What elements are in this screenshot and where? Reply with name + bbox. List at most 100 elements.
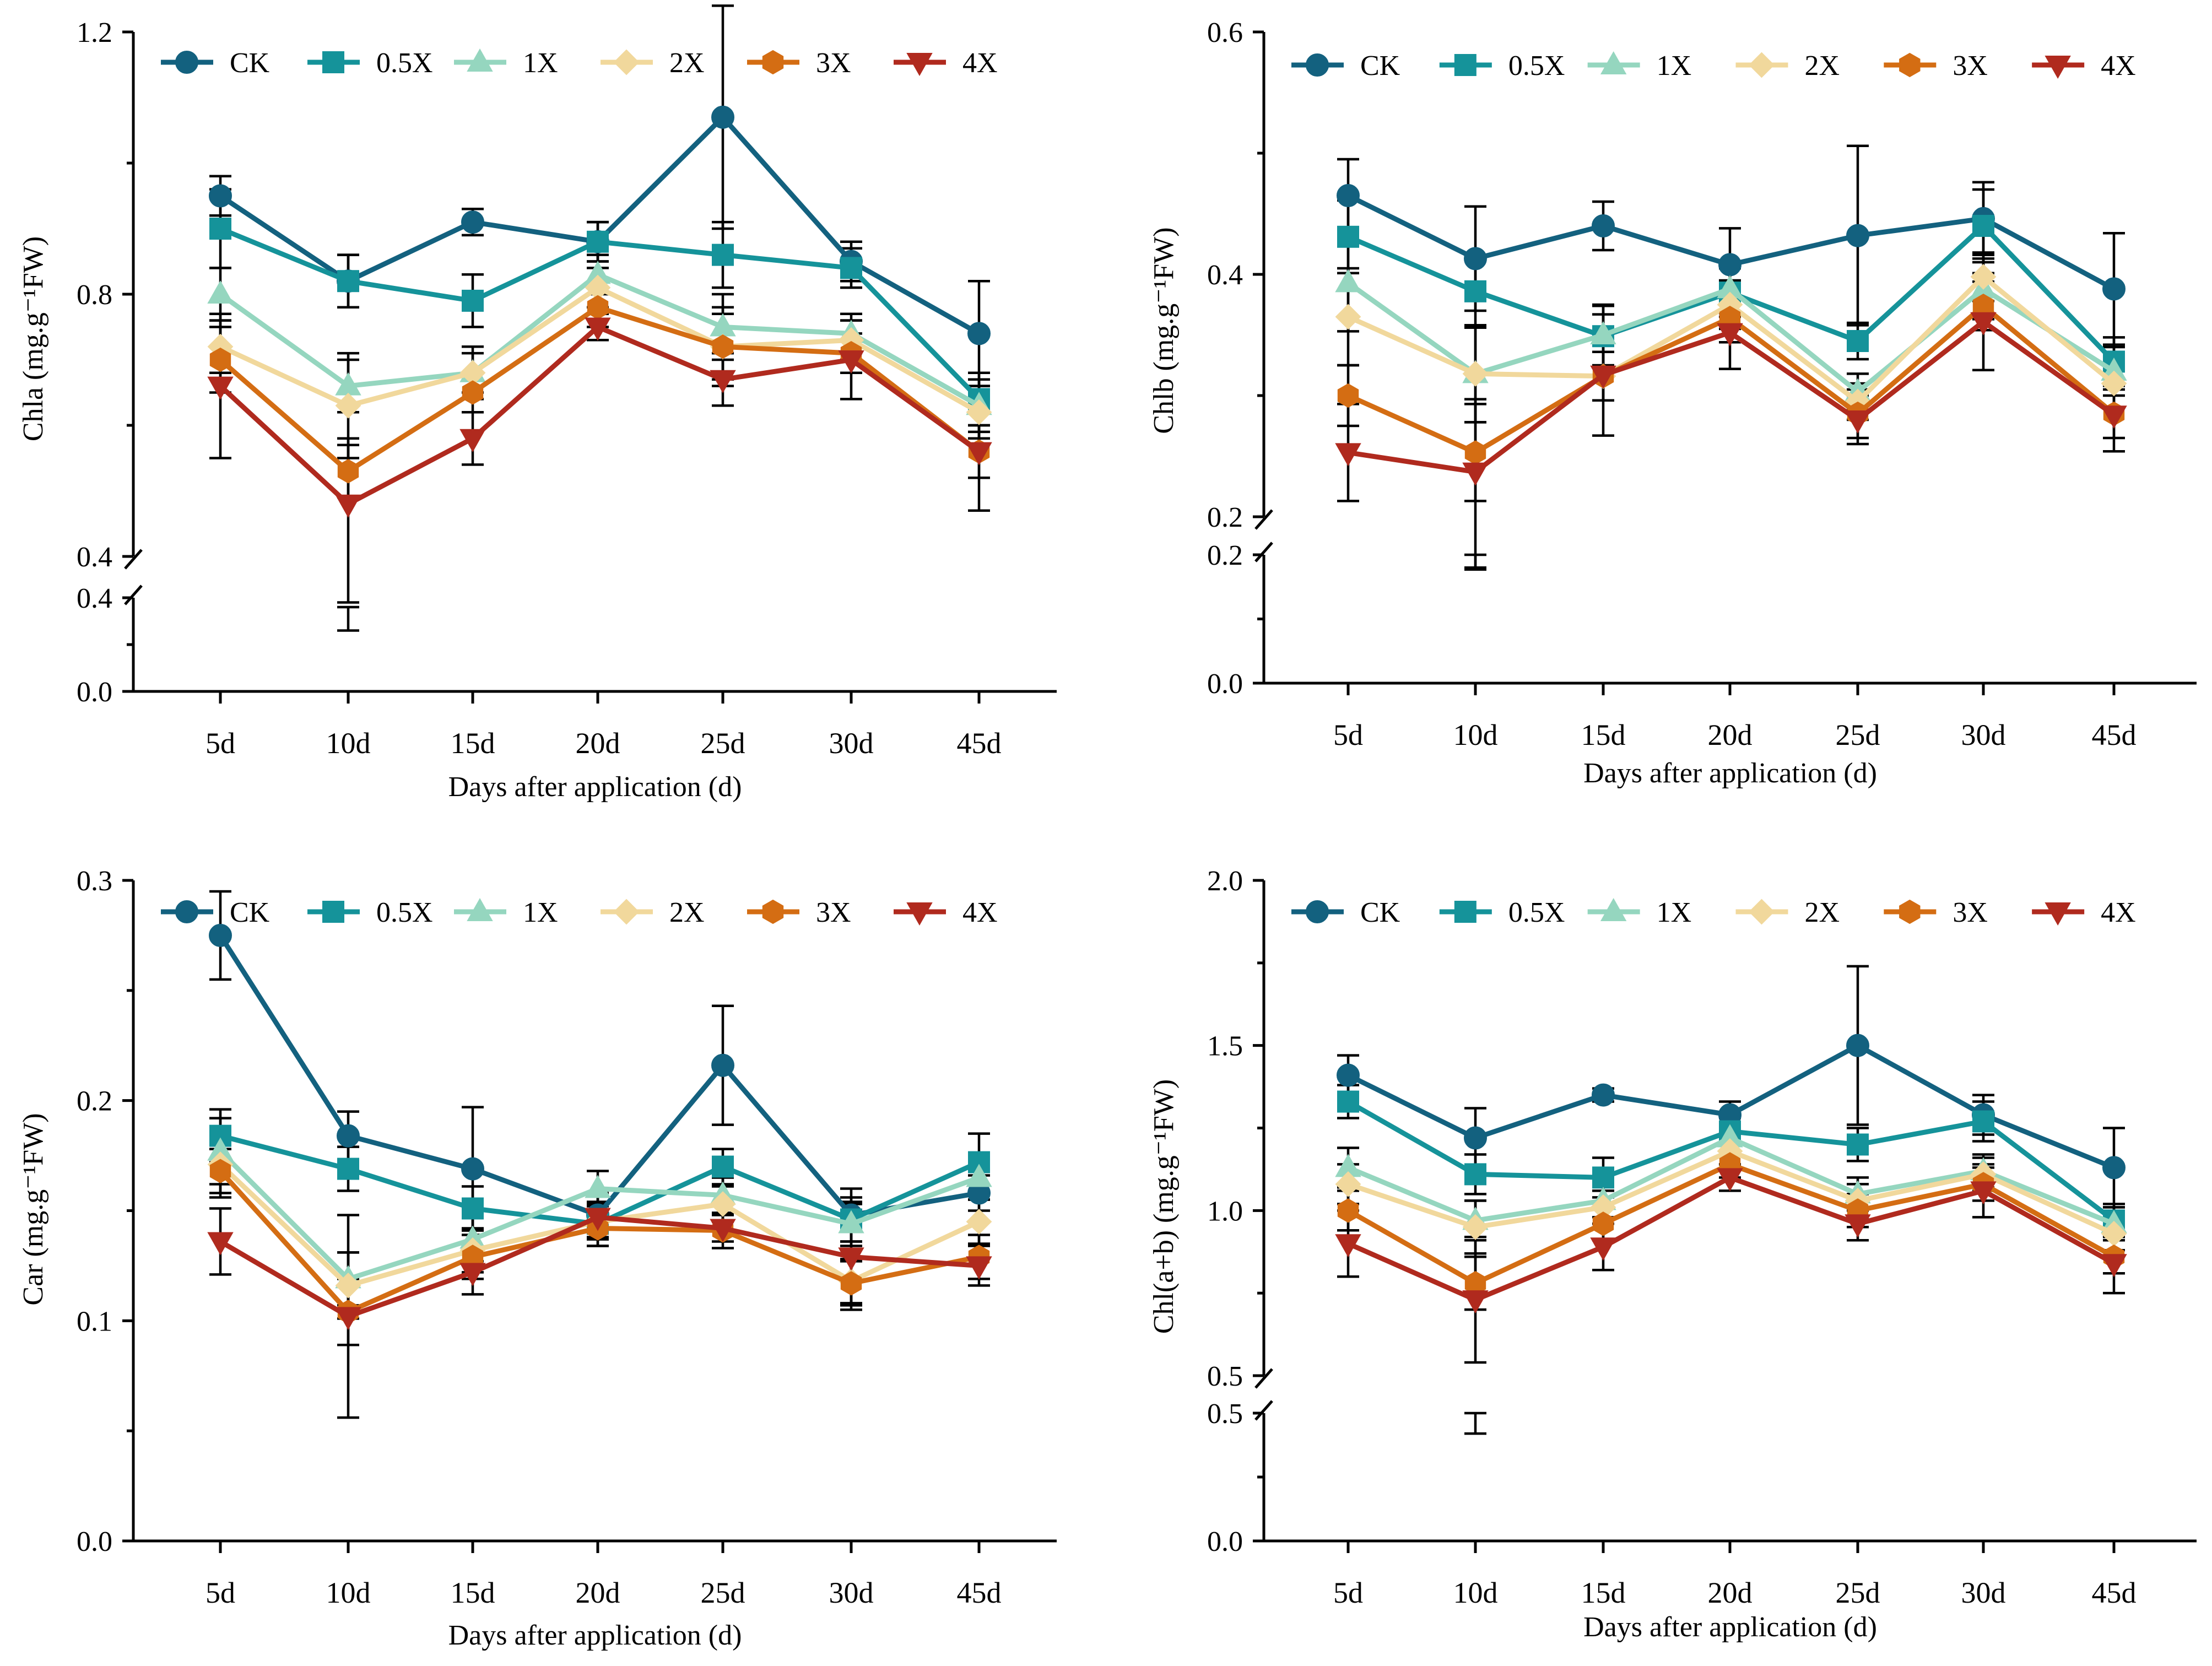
legend-item: 1X	[1587, 897, 1692, 928]
data-point	[335, 494, 361, 518]
data-point	[1970, 1181, 1997, 1205]
axis-break-mark	[1254, 1368, 1273, 1389]
legend: CK 0.5X 1X 2X 3X 4X	[1291, 897, 2136, 928]
legend-label: 3X	[816, 897, 851, 928]
data-point	[459, 429, 486, 452]
legend-label: 3X	[816, 47, 851, 79]
legend-marker	[1600, 51, 1627, 74]
x-tick-label: 10d	[1453, 718, 1498, 751]
y-tick-label: 0.0	[1207, 668, 1243, 700]
legend-marker	[762, 899, 784, 924]
series-4x	[1335, 1168, 2127, 1314]
data-point	[585, 317, 611, 341]
data-point	[1464, 247, 1487, 271]
data-point	[1335, 1171, 1361, 1197]
y-tick-label: 0.4	[77, 542, 112, 573]
x-tick-label: 25d	[1836, 1576, 1880, 1609]
data-point	[712, 244, 734, 266]
y-tick-label: 0.2	[1207, 502, 1243, 533]
x-tick-label: 25d	[701, 727, 745, 760]
axis-break-mark	[1254, 1400, 1273, 1421]
data-point	[1337, 383, 1359, 408]
data-point	[966, 1209, 992, 1235]
y-tick-label: 2.0	[1207, 866, 1243, 897]
data-point	[710, 1219, 736, 1242]
data-point	[1337, 184, 1360, 207]
y-tick-label: 1.5	[1207, 1031, 1243, 1062]
data-point	[209, 1124, 231, 1147]
legend-item: 1X	[1587, 50, 1692, 82]
data-point	[1717, 1168, 1743, 1192]
data-point	[1847, 1133, 1869, 1156]
data-point	[1590, 1237, 1616, 1261]
x-tick-label: 45d	[2092, 1576, 2137, 1609]
legend-label: 0.5X	[376, 897, 433, 928]
y-tick-label: 0.3	[77, 866, 112, 897]
legend-marker	[1899, 52, 1921, 78]
legend-item: 0.5X	[307, 47, 433, 79]
legend-marker	[467, 897, 493, 921]
series-line	[218, 324, 981, 507]
data-point	[1592, 1166, 1614, 1189]
x-tick-label: 10d	[326, 1576, 371, 1609]
legend-item: 2X	[1735, 50, 1840, 82]
x-tick-label: 30d	[1961, 1576, 2006, 1609]
y-axis-label: Chla (mg.g⁻¹FW)	[18, 236, 49, 441]
data-point	[838, 1247, 864, 1271]
data-point	[1972, 1110, 1994, 1133]
y-tick-label: 0.5	[1207, 1398, 1243, 1430]
x-tick-label: 20d	[1708, 718, 1753, 751]
legend: CK 0.5X 1X 2X 3X 4X	[161, 47, 998, 79]
data-point	[461, 210, 484, 234]
data-point	[1337, 1090, 1359, 1113]
data-point	[1464, 440, 1486, 465]
legend-label: 1X	[1657, 897, 1692, 928]
legend-item: 2X	[1735, 897, 1840, 928]
legend: CK 0.5X 1X 2X 3X 4X	[1291, 50, 2136, 82]
data-point	[710, 370, 736, 393]
legend-item: 3X	[1884, 50, 1988, 82]
data-point	[1590, 321, 1616, 344]
data-point	[1335, 304, 1361, 330]
data-point	[966, 399, 992, 425]
y-tick-label: 1.0	[1207, 1196, 1243, 1227]
data-point	[1718, 253, 1742, 277]
y-tick-label: 0.5	[1207, 1361, 1243, 1392]
data-point	[209, 218, 231, 240]
legend-marker	[1306, 53, 1329, 77]
data-point	[2102, 277, 2126, 301]
legend-item: 3X	[1884, 897, 1988, 928]
x-tick-label: 20d	[576, 727, 620, 760]
series-0_5x	[209, 218, 990, 410]
y-tick-label: 0.0	[1207, 1526, 1243, 1557]
legend-marker	[1454, 54, 1477, 76]
data-point	[1337, 225, 1359, 248]
legend-marker	[1454, 901, 1477, 923]
data-point	[2101, 405, 2127, 429]
data-point	[838, 350, 864, 374]
legend-label: CK	[230, 47, 270, 79]
x-tick-label: 30d	[1961, 718, 2006, 751]
data-point	[1970, 263, 1997, 290]
x-tick-label: 45d	[2092, 718, 2137, 751]
data-point	[1335, 269, 1361, 293]
legend-label: CK	[230, 897, 270, 928]
chart-chlab: 0.0 0.5 0.5 1.0 1.5 2.0 5d 10d 15d 20d 25d 30d 45d Da…	[1148, 866, 2197, 1643]
data-point	[1845, 410, 1871, 434]
y-tick-label: 0.4	[77, 583, 112, 614]
legend-marker	[1749, 52, 1775, 78]
legend-label: 2X	[669, 897, 705, 928]
x-tick-label: 20d	[1708, 1576, 1753, 1609]
error-bar	[1464, 1411, 1486, 1435]
legend-item: CK	[1291, 897, 1400, 928]
data-point	[1847, 330, 1869, 352]
data-point	[2101, 1254, 2127, 1278]
data-point	[1337, 1063, 1360, 1087]
legend-label: 2X	[669, 47, 705, 79]
legend-item: 0.5X	[1439, 50, 1565, 82]
legend-label: 1X	[1657, 50, 1692, 82]
data-point	[209, 923, 232, 947]
x-tick-label: 10d	[326, 727, 371, 760]
legend-item: 3X	[747, 47, 851, 79]
legend-marker	[322, 51, 344, 73]
